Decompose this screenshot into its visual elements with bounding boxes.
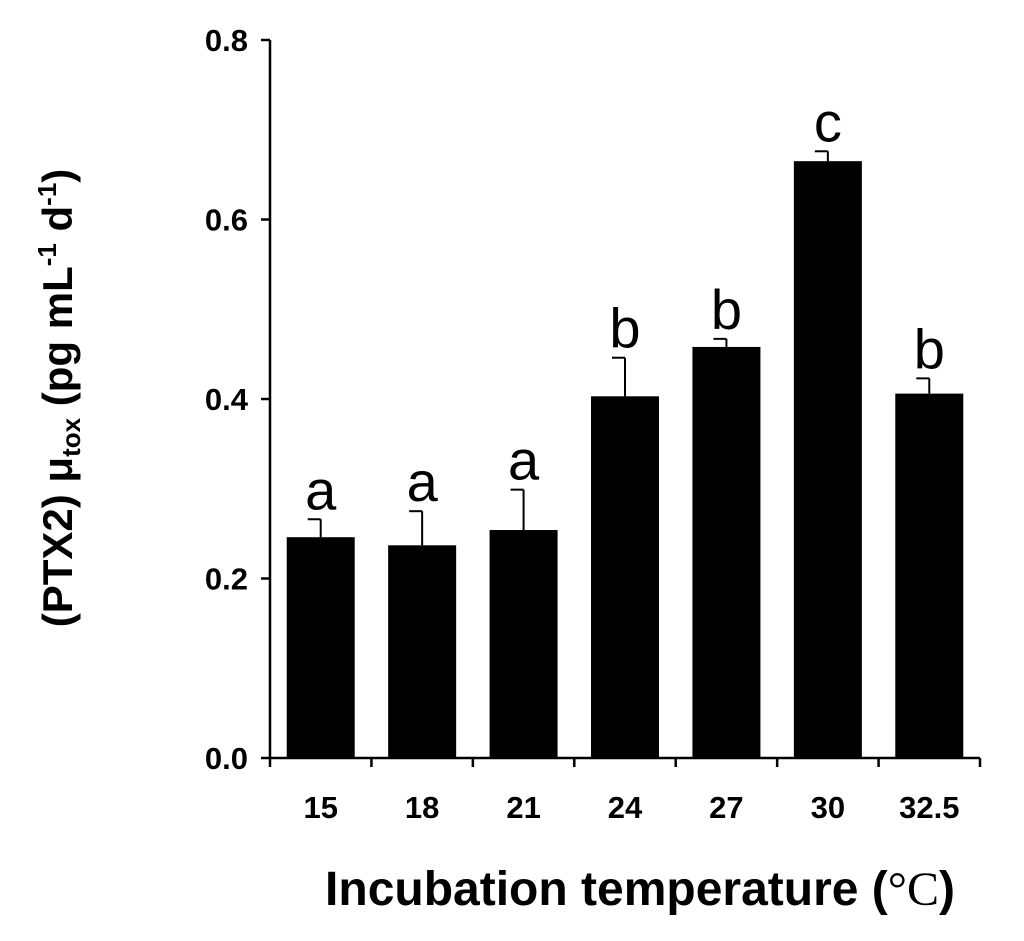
x-tick-label: 32.5: [899, 790, 959, 825]
x-tick-label: 18: [405, 790, 439, 825]
bar: [692, 346, 761, 758]
y-tick-label: 0.0: [205, 741, 248, 776]
bar: [286, 537, 355, 758]
bar: [793, 161, 862, 759]
y-tick-label: 0.6: [205, 203, 248, 238]
significance-label: b: [609, 297, 640, 360]
x-tick-label: 27: [709, 790, 743, 825]
x-axis-title-text: Incubation temperature (: [325, 863, 888, 916]
y-axis-title-mid2: d: [34, 206, 81, 243]
x-tick-label: 24: [608, 790, 643, 825]
y-axis-title-sub: tox: [56, 417, 86, 457]
x-axis: 15 18 21 24 27 30 32.5: [268, 756, 982, 825]
significance-label: b: [914, 317, 945, 380]
significance-label: a: [305, 458, 337, 521]
bars-group: a a a b b c b: [286, 90, 964, 759]
y-axis-title-sup1: -1: [32, 243, 62, 266]
y-axis-title-mid1: (pg mL: [34, 266, 81, 418]
y-axis-title-suffix: ): [34, 169, 81, 183]
y-axis-title-sup2: -1: [32, 183, 62, 206]
significance-label: a: [407, 450, 439, 513]
y-axis-title-prefix: (PTX2) μ: [34, 457, 81, 627]
x-axis-title-close: ): [939, 863, 955, 916]
y-axis-title: (PTX2) μtox (pg mL-1 d-1): [32, 169, 86, 628]
significance-label: c: [814, 90, 842, 153]
significance-label: b: [711, 278, 742, 341]
x-tick-label: 15: [303, 790, 337, 825]
y-tick-label: 0.4: [205, 382, 249, 417]
y-axis: 0.0 0.2 0.4 0.6 0.8: [205, 23, 272, 776]
y-tick-label: 0.8: [205, 23, 248, 58]
x-axis-title: Incubation temperature (°C): [325, 863, 955, 916]
bar: [489, 530, 558, 758]
x-tick-label: 30: [811, 790, 845, 825]
bar: [591, 396, 659, 758]
y-tick-label: 0.2: [205, 562, 248, 597]
x-tick-label: 21: [506, 790, 540, 825]
x-axis-title-unit: °C: [888, 863, 939, 916]
significance-label: a: [508, 429, 540, 492]
bar: [388, 545, 457, 758]
bar: [895, 393, 964, 758]
